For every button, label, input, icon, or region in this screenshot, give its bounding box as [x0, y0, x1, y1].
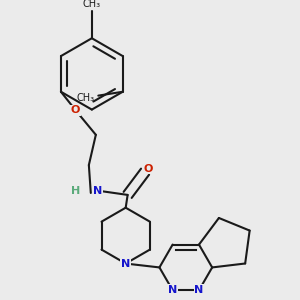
Text: CH₃: CH₃ [83, 0, 101, 9]
Text: O: O [143, 164, 153, 173]
Text: N: N [194, 285, 204, 295]
Text: N: N [121, 259, 130, 269]
Text: N: N [168, 285, 177, 295]
Text: H: H [71, 186, 81, 196]
Text: N: N [93, 186, 102, 196]
Text: CH₃: CH₃ [76, 93, 94, 103]
Text: O: O [71, 105, 80, 116]
